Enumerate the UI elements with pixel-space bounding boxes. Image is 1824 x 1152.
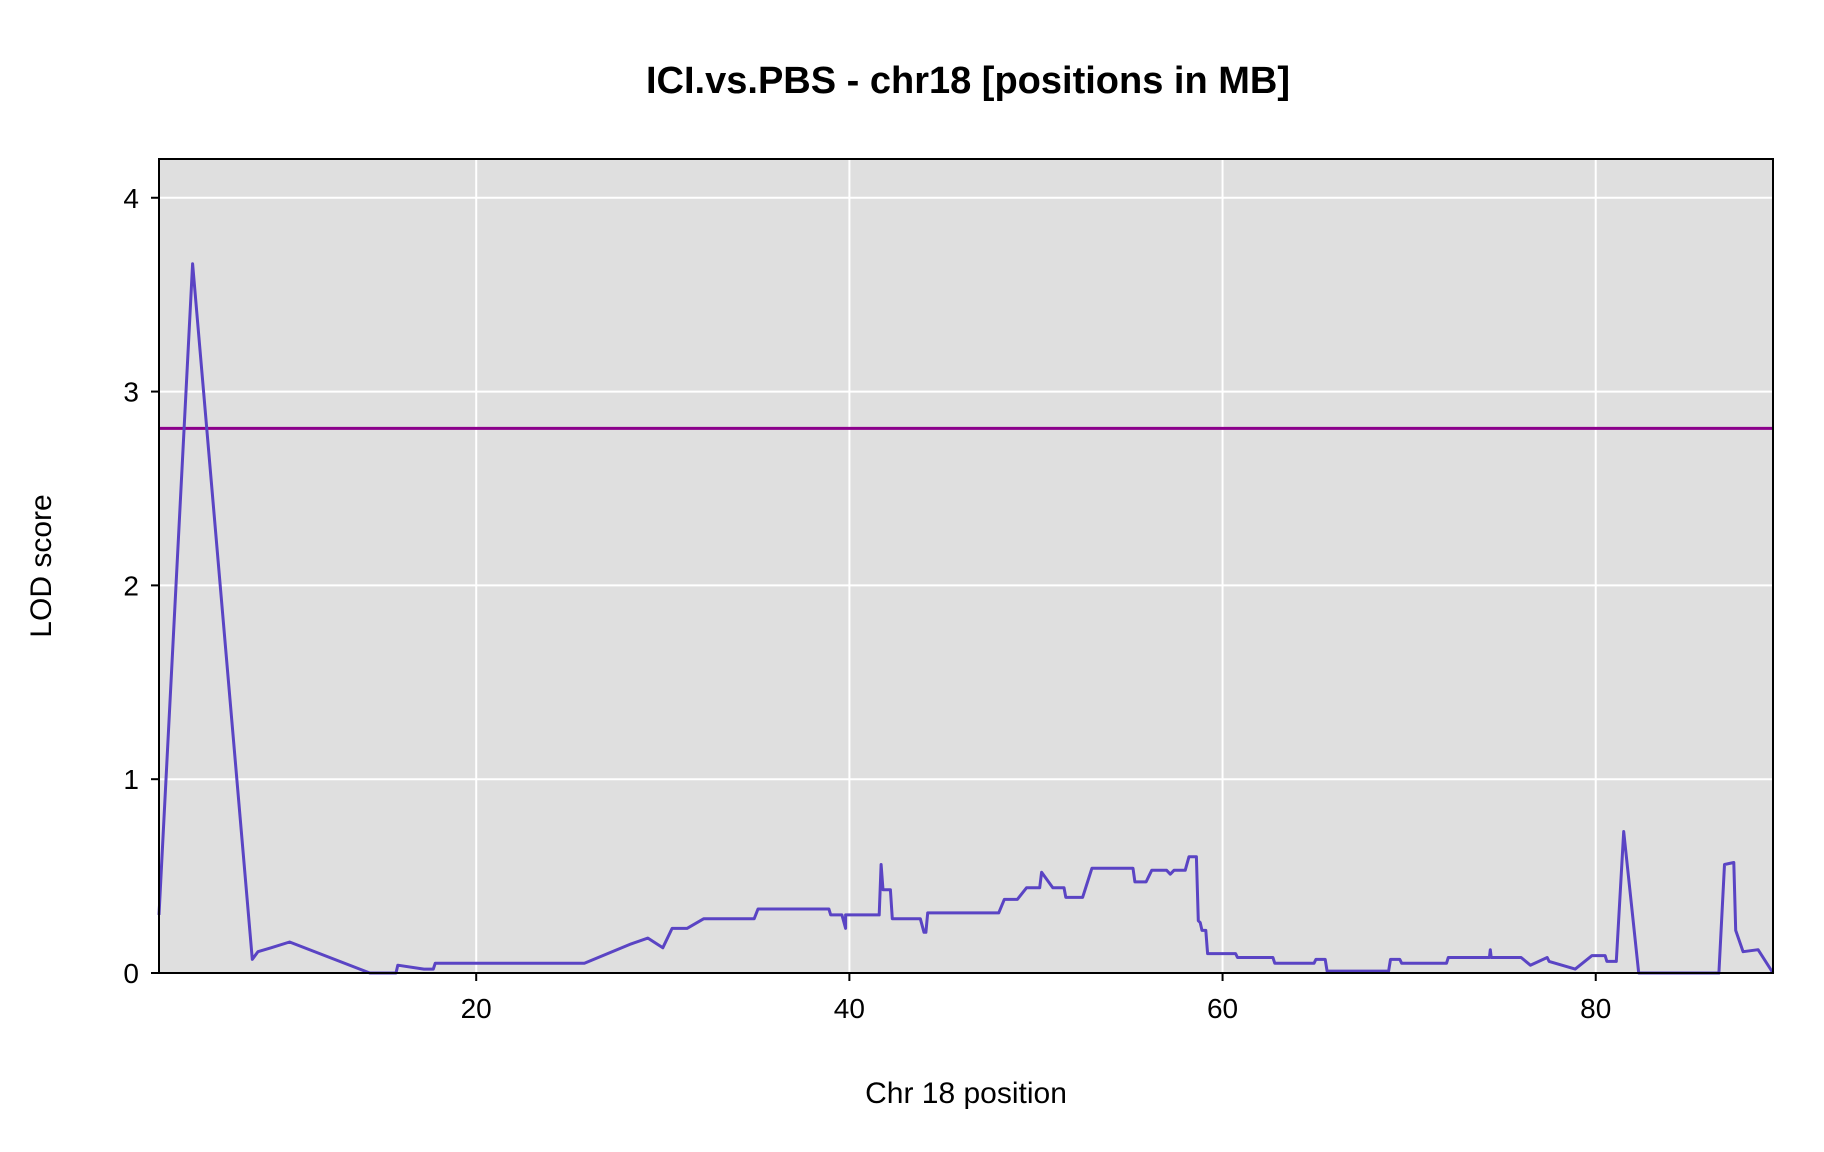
plot-border — [158, 158, 1774, 974]
y-tick-label: 4 — [123, 183, 139, 214]
y-axis-label: LOD score — [25, 494, 58, 637]
y-tick-label: 0 — [123, 958, 139, 989]
plot-panel — [159, 159, 1773, 973]
x-axis-label: Chr 18 position — [865, 1077, 1067, 1110]
x-tick-label: 60 — [1207, 993, 1238, 1024]
y-tick-label: 2 — [123, 570, 139, 601]
x-tick-label: 80 — [1580, 993, 1611, 1024]
x-axis-ticks: 20 40 60 80 — [461, 973, 1611, 1024]
x-tick-label: 40 — [834, 993, 865, 1024]
x-tick-label: 20 — [461, 993, 492, 1024]
y-tick-label: 1 — [123, 764, 139, 795]
y-tick-label: 3 — [123, 377, 139, 408]
lod-series-line — [157, 262, 1775, 975]
chart-title: ICI.vs.PBS - chr18 [positions in MB] — [646, 60, 1290, 102]
y-axis-ticks: 0 1 2 3 4 — [123, 183, 159, 989]
